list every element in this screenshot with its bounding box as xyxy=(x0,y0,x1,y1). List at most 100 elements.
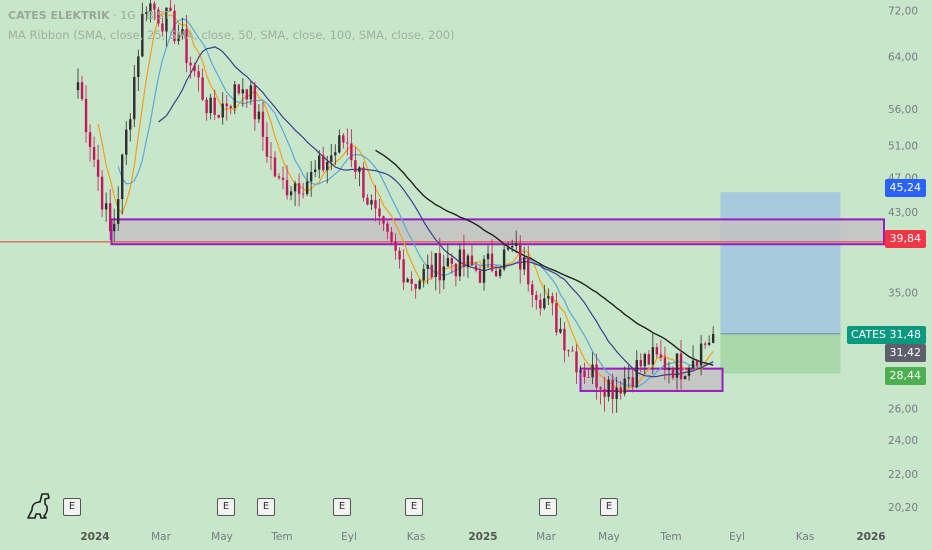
x-tick-label: Mar xyxy=(536,531,556,543)
y-tick-label: 56,00 xyxy=(888,104,918,116)
candle xyxy=(627,365,630,388)
candle xyxy=(663,346,667,381)
candle xyxy=(506,242,510,252)
candle xyxy=(599,386,602,405)
y-tick-label: 72,00 xyxy=(888,6,918,18)
candle xyxy=(418,279,421,291)
x-tick-label: Eyl xyxy=(729,531,745,543)
candle xyxy=(615,376,618,413)
candle xyxy=(177,24,180,45)
stop-price-tag: 28,44 xyxy=(884,367,926,385)
candle xyxy=(711,326,715,344)
candle xyxy=(318,150,321,179)
earnings-event-icon[interactable]: E xyxy=(539,498,557,516)
sma-200-line xyxy=(375,149,714,366)
candle xyxy=(498,267,502,279)
candle xyxy=(579,365,582,373)
x-tick-label: May xyxy=(598,531,620,543)
candle xyxy=(129,113,132,142)
candle xyxy=(699,334,703,376)
candle xyxy=(523,246,526,276)
earnings-event-icon[interactable]: E xyxy=(333,498,351,516)
earnings-event-icon[interactable]: E xyxy=(257,498,275,516)
candle xyxy=(547,288,550,305)
candle xyxy=(390,226,393,246)
candle xyxy=(494,265,498,278)
candle xyxy=(233,80,236,114)
candle xyxy=(133,64,136,128)
x-tick-label: 2026 xyxy=(856,531,885,543)
candle xyxy=(92,136,96,167)
candle xyxy=(563,321,566,363)
candle xyxy=(643,352,647,375)
x-tick-label: Tem xyxy=(659,531,681,543)
candle xyxy=(454,262,458,287)
candle xyxy=(450,253,454,274)
earnings-event-icon[interactable]: E xyxy=(405,498,423,516)
candle xyxy=(100,170,104,218)
candle xyxy=(527,245,530,292)
candle xyxy=(595,353,598,400)
candle xyxy=(322,146,325,173)
candle xyxy=(125,121,128,166)
candle xyxy=(313,160,317,178)
y-tick-label: 51,00 xyxy=(888,140,918,152)
y-tick-label: 20,20 xyxy=(888,502,918,514)
candle xyxy=(531,280,534,308)
candle xyxy=(442,254,446,290)
candle xyxy=(583,362,586,384)
x-tick-label: 2025 xyxy=(468,531,497,543)
candle xyxy=(350,129,353,168)
candle xyxy=(575,344,578,384)
candle xyxy=(253,81,257,131)
candle xyxy=(108,189,112,240)
earnings-event-icon[interactable]: E xyxy=(600,498,618,516)
candle xyxy=(205,97,208,121)
x-tick-label: Tem xyxy=(270,531,292,543)
x-tick-label: Kas xyxy=(407,531,426,543)
candle xyxy=(197,64,200,92)
candle xyxy=(201,68,204,101)
candle xyxy=(639,353,642,373)
candle xyxy=(402,249,405,291)
candle xyxy=(189,56,192,79)
candle xyxy=(406,277,409,283)
candle xyxy=(510,239,514,253)
candle xyxy=(386,221,389,240)
candle xyxy=(587,368,590,378)
candle xyxy=(651,332,655,375)
candle xyxy=(438,237,441,294)
candle xyxy=(543,285,546,311)
candle xyxy=(707,335,711,347)
candle xyxy=(631,368,634,393)
candle xyxy=(370,194,373,210)
candle xyxy=(145,6,148,22)
sma-25-line xyxy=(97,11,714,392)
earnings-event-icon[interactable]: E xyxy=(63,498,81,516)
indicator-legend: MA Ribbon (SMA, close, 25, SMA, close, 5… xyxy=(8,28,455,42)
candle xyxy=(635,350,638,389)
candle xyxy=(394,233,397,260)
candle xyxy=(277,173,281,180)
candle xyxy=(486,245,490,268)
candle xyxy=(84,85,88,143)
candle xyxy=(117,186,120,231)
candle xyxy=(434,253,437,291)
candle xyxy=(185,15,188,73)
target-zone xyxy=(720,192,841,334)
support-zone xyxy=(579,367,724,392)
symbol-name: CATES ELEKTRIK xyxy=(8,9,110,22)
candle xyxy=(261,101,265,151)
candle xyxy=(173,4,176,44)
x-tick-label: May xyxy=(211,531,233,543)
earnings-event-icon[interactable]: E xyxy=(217,498,235,516)
y-tick-label: 24,00 xyxy=(888,435,918,447)
candle xyxy=(257,104,261,123)
candle xyxy=(330,143,333,171)
candle xyxy=(695,360,699,370)
candle xyxy=(217,114,220,119)
candle xyxy=(112,208,116,242)
candle xyxy=(366,193,369,206)
candle xyxy=(374,185,377,222)
